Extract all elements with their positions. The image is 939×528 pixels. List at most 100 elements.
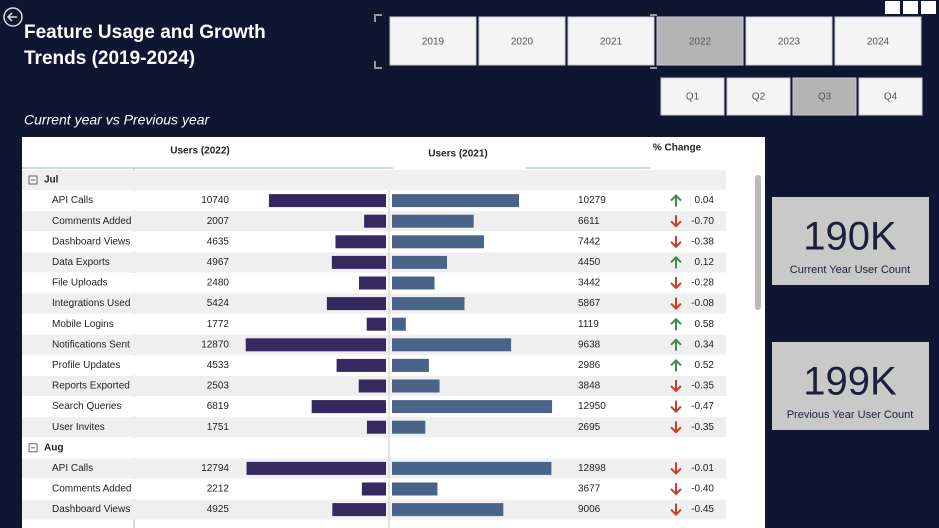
year-label: 2022 [689, 37, 712, 48]
feature-label: Comments Added [52, 216, 132, 227]
feature-label: Dashboard Views [52, 236, 130, 247]
feature-label: User Invites [52, 422, 105, 433]
previous-value: 3848 [578, 381, 601, 392]
group-label: Aug [44, 442, 63, 453]
group-row-bg [22, 437, 726, 458]
title: Feature Usage and Growth Trends (2019-202… [24, 22, 266, 69]
previous-value: 12898 [578, 463, 606, 474]
quarter-label: Q2 [752, 92, 766, 103]
current-value: 4533 [207, 360, 230, 371]
previous-bar [392, 255, 448, 269]
current-bar [358, 379, 386, 393]
feature-label: Data Exports [52, 257, 110, 268]
change-value: -0.45 [691, 504, 714, 515]
button-bg [389, 16, 477, 66]
back-button[interactable] [3, 7, 23, 27]
change-value: -0.40 [691, 484, 714, 495]
arrow-up [670, 358, 682, 372]
subtitle: Current year vs Previous year [24, 112, 211, 128]
current-bar [358, 276, 386, 290]
current-value: 2212 [207, 484, 230, 495]
previous-value: 7442 [578, 236, 601, 247]
visual-icons[interactable] [885, 1, 936, 14]
previous-value: 9638 [578, 339, 601, 350]
previous-bar [392, 297, 465, 311]
arrow-down [670, 215, 682, 228]
current-value: 2503 [207, 381, 230, 392]
kpi-label: Previous Year User Count [787, 409, 914, 421]
button-bg [567, 16, 655, 66]
previous-bar [392, 461, 552, 475]
previous-value: 2986 [578, 360, 601, 371]
collapse-icon[interactable] [28, 443, 38, 453]
previous-bar [392, 358, 429, 372]
group-row-bg [22, 170, 726, 190]
previous-value: 2695 [578, 422, 601, 433]
previous-value: 9006 [578, 504, 601, 515]
kpi-value: 199K [803, 360, 897, 404]
current-bar [311, 400, 386, 414]
arrow-down [670, 503, 682, 517]
quarter-button[interactable]: Q4 [858, 77, 923, 116]
year-button[interactable]: 2019 [389, 16, 477, 66]
previous-value: 6611 [578, 216, 600, 227]
arrow-down [670, 421, 682, 434]
scrollbar[interactable] [755, 175, 761, 310]
previous-bar [392, 400, 553, 414]
year-button[interactable]: 2022 [656, 16, 744, 66]
change-value: 0.52 [695, 360, 715, 371]
button-bg [858, 77, 923, 116]
feature-label: API Calls [52, 463, 93, 474]
current-bar [336, 358, 386, 372]
previous-bar [392, 194, 520, 208]
change-value: -0.70 [691, 216, 714, 227]
quarter-label: Q4 [884, 92, 898, 103]
previous-bar [392, 420, 426, 434]
quarter-button[interactable]: Q1 [660, 77, 725, 116]
current-value: 10740 [201, 195, 229, 206]
year-button[interactable]: 2021 [567, 16, 655, 66]
year-label: 2021 [600, 37, 623, 48]
change-value: 0.58 [695, 319, 715, 330]
quarter-button[interactable]: Q2 [726, 77, 791, 116]
current-bar [331, 255, 386, 269]
previous-value: 1119 [578, 319, 599, 330]
previous-value: 10279 [578, 195, 606, 206]
button-bg [478, 16, 566, 66]
arrow-up [670, 255, 682, 269]
change-value: -0.47 [691, 401, 714, 412]
change-value: 0.12 [695, 257, 715, 268]
arrow-down [670, 483, 682, 496]
previous-value: 3677 [578, 484, 601, 495]
year-button[interactable]: 2023 [745, 16, 833, 66]
feature-label: File Uploads [52, 278, 108, 289]
button-bg [834, 16, 922, 66]
previous-bar [392, 379, 440, 393]
selection-frame [374, 14, 657, 69]
arrow-up [670, 317, 682, 331]
arrow-down [670, 400, 682, 414]
year-button[interactable]: 2024 [834, 16, 922, 66]
group-label: Jul [44, 175, 59, 186]
button-bg [792, 77, 857, 116]
arrow-down [670, 277, 682, 290]
current-bar [332, 503, 386, 517]
year-label: 2020 [511, 37, 534, 48]
current-value: 1772 [207, 319, 230, 330]
collapse-icon[interactable] [28, 175, 38, 185]
year-label: 2019 [422, 37, 445, 48]
feature-label: Reports Exported [52, 381, 130, 392]
change-value: -0.28 [691, 278, 714, 289]
feature-label: Comments Added [52, 484, 132, 495]
current-bar [364, 214, 386, 228]
quarter-button[interactable]: Q3 [792, 77, 857, 116]
previous-bar [392, 482, 438, 496]
current-bar [245, 338, 386, 352]
previous-bar [392, 214, 474, 228]
current-bar [335, 235, 386, 249]
year-button[interactable]: 2020 [478, 16, 566, 66]
arrow-up [670, 194, 682, 207]
current-bar [268, 194, 386, 208]
year-label: 2024 [867, 37, 890, 48]
